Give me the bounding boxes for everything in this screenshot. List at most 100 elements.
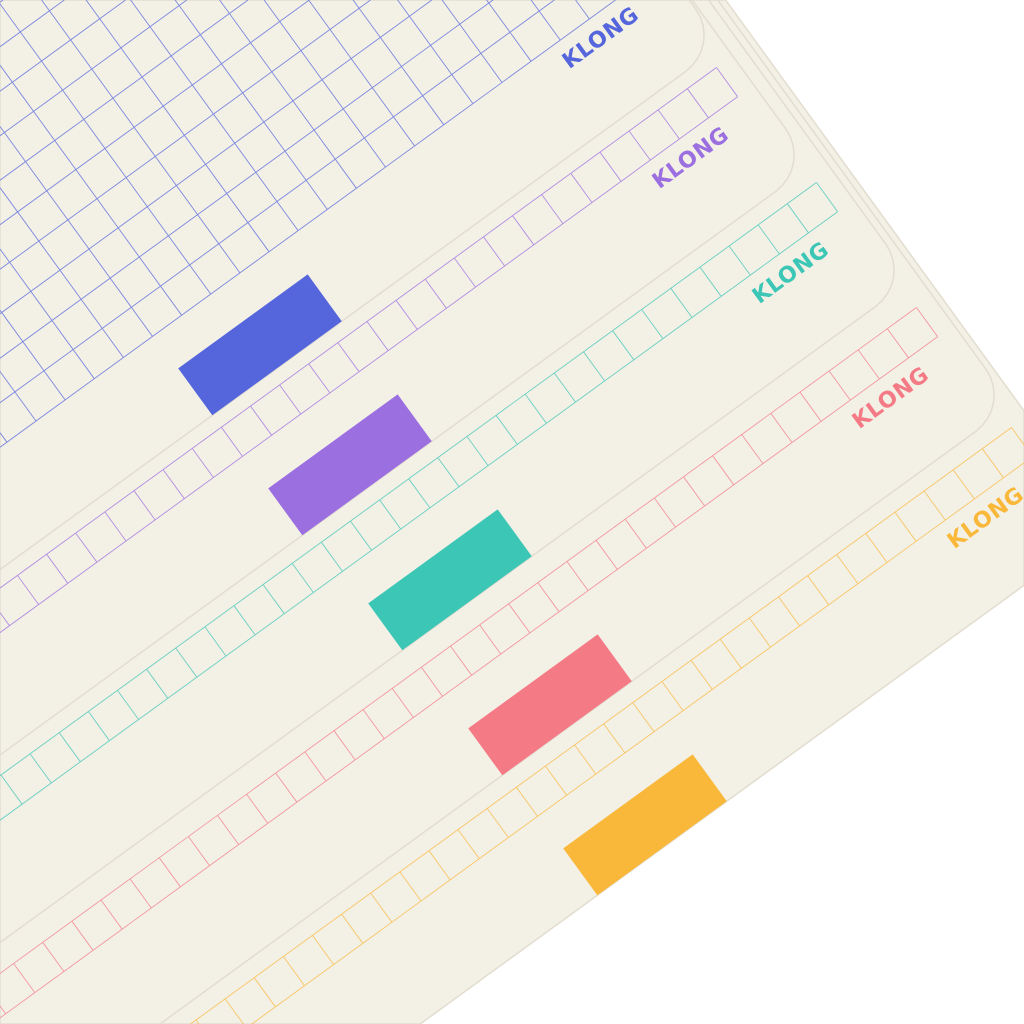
grid-line [88, 711, 110, 741]
grid-line [683, 476, 705, 507]
grid-line [603, 723, 626, 754]
grid-line [217, 815, 239, 845]
sheet-paper [0, 0, 705, 571]
grid-line [599, 151, 622, 182]
grid-line [807, 575, 830, 606]
grid-line [191, 448, 214, 478]
grid-line [894, 511, 917, 542]
grid-line [553, 372, 576, 403]
grid-line [952, 469, 975, 500]
grid-line [0, 187, 124, 358]
grid-line [716, 67, 738, 97]
grid-line [836, 554, 859, 584]
grid-line [41, 0, 241, 274]
grid-line [453, 257, 476, 288]
grid-line [0, 0, 494, 359]
color-tab [563, 754, 727, 896]
grid-line [486, 0, 532, 62]
grid-line [253, 977, 276, 1008]
grid-lines [0, 307, 938, 1019]
grid-line [341, 913, 364, 944]
grid-lines [0, 67, 738, 633]
grid-line [399, 871, 422, 902]
grid-line [495, 415, 518, 445]
grid-line [29, 753, 52, 784]
grid-line [275, 772, 298, 803]
grid-lines [190, 427, 1024, 1024]
grid-line [291, 563, 314, 593]
grid-line [75, 532, 98, 563]
grid-line [486, 808, 509, 838]
grid-line [628, 130, 651, 161]
grid-line [865, 533, 888, 563]
grid-line [712, 455, 735, 486]
grid-line [333, 730, 356, 761]
grid-line [0, 0, 433, 315]
grid-line [428, 850, 451, 881]
grid-line [799, 391, 822, 422]
grid-line [219, 0, 357, 189]
grid-line [483, 236, 505, 267]
grid-line [699, 266, 722, 297]
grid-line [545, 765, 567, 796]
grid-line [17, 575, 39, 605]
grid-line [379, 499, 402, 530]
grid-line [728, 245, 751, 276]
grid-line [370, 892, 393, 923]
grid-line [408, 478, 431, 509]
grid-line [0, 0, 249, 181]
grid-line [251, 462, 1024, 1024]
grid-line [508, 603, 531, 634]
grid-line [58, 732, 81, 763]
grid-line [162, 469, 185, 499]
grid-line [457, 829, 480, 859]
grid-line [158, 857, 181, 888]
grid-line [0, 0, 65, 48]
grid-line [117, 690, 139, 720]
grid-line [130, 0, 299, 231]
grid-line [653, 497, 676, 528]
grid-line [575, 0, 590, 20]
grid-line [530, 0, 561, 41]
grid-line [350, 520, 372, 551]
grid-line [0, 371, 37, 422]
grid-line [574, 744, 597, 775]
grid-line [670, 288, 693, 318]
grid-line [188, 836, 210, 866]
grid-line [0, 1005, 6, 1015]
grid-line [13, 963, 36, 993]
grid-line [263, 0, 386, 168]
grid-line [690, 660, 713, 690]
grid-line [100, 899, 123, 930]
grid-line [362, 709, 385, 739]
grid-line [204, 626, 227, 657]
grid-line [541, 194, 564, 224]
grid-line [304, 751, 327, 782]
grid-line [195, 1019, 200, 1024]
grid-line [916, 307, 938, 337]
grid-line [570, 173, 593, 203]
grid-line [308, 363, 331, 394]
grid-line [0, 0, 616, 448]
grid-line [686, 88, 709, 119]
grid-line [816, 182, 838, 212]
grid-line [641, 309, 664, 339]
grid-line [146, 668, 169, 699]
grid-line [0, 307, 917, 974]
grid-line [770, 413, 793, 443]
sheet-1: KLONG [0, 0, 705, 571]
grid-line [129, 878, 152, 909]
grid-line [828, 370, 851, 401]
grid-lines [0, 182, 838, 821]
color-tab [178, 274, 342, 416]
grid-line [657, 109, 680, 140]
grid-line [308, 0, 415, 147]
grid-lines [0, 0, 616, 448]
grid-line [437, 457, 460, 487]
grid-line [624, 518, 647, 549]
grid-line [923, 490, 946, 521]
grid-line [719, 638, 742, 669]
grid-line [0, 0, 310, 226]
grid-line [421, 667, 443, 697]
grid-line [778, 596, 800, 627]
